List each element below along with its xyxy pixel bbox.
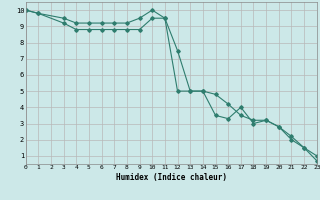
X-axis label: Humidex (Indice chaleur): Humidex (Indice chaleur): [116, 173, 227, 182]
